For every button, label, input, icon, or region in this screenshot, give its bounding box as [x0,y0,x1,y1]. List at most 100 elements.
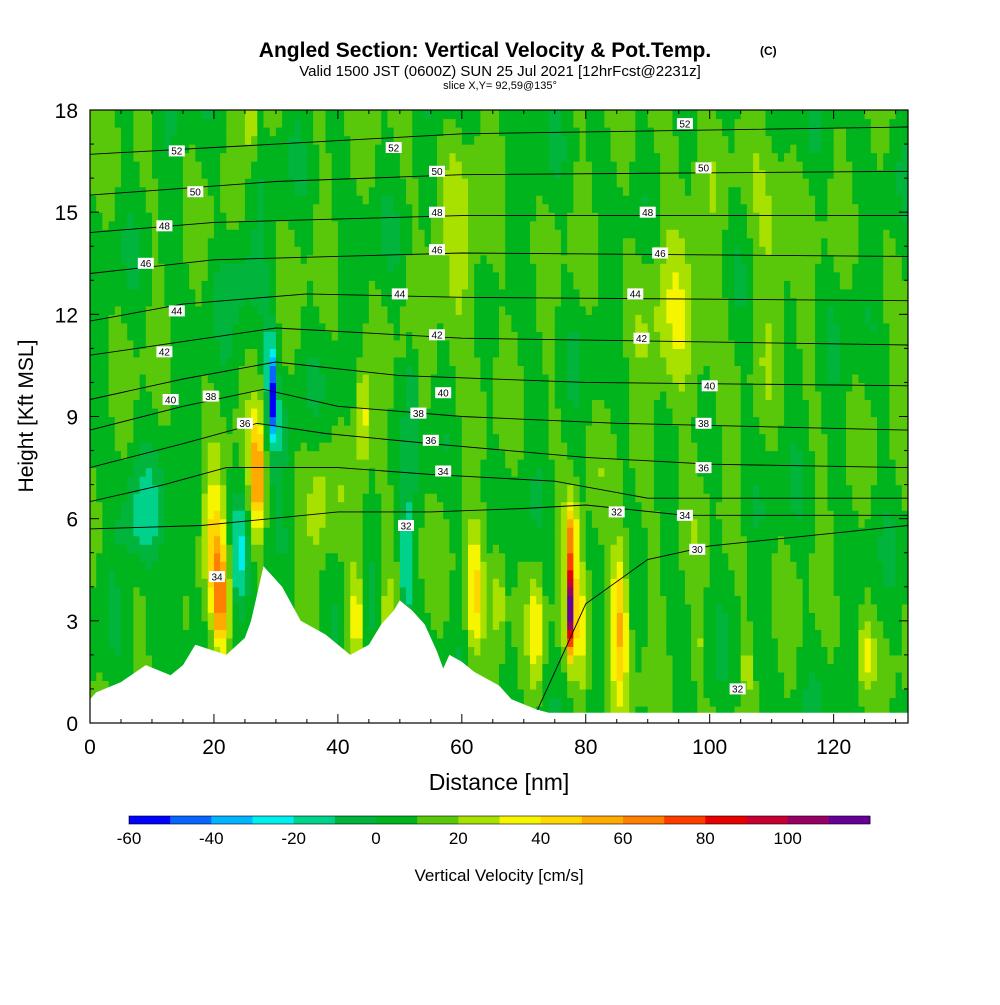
velocity-cell [629,459,655,469]
velocity-cell [282,407,289,418]
velocity-cell [393,331,401,341]
velocity-cell [120,603,134,613]
velocity-cell [238,586,246,596]
velocity-cell [319,356,358,367]
velocity-cell [362,620,370,630]
velocity-cell [158,493,165,503]
velocity-cell [313,476,327,486]
velocity-cell [703,612,717,622]
velocity-cell [269,484,277,494]
velocity-cell [567,442,587,452]
velocity-cell [313,407,320,418]
velocity-cell [201,425,227,435]
velocity-cell [846,416,878,426]
velocity-cell [418,220,432,230]
velocity-cell [542,586,556,596]
contour-label-box [429,329,445,341]
velocity-cell [610,697,618,707]
velocity-cell [542,637,550,647]
velocity-cell [368,484,376,494]
velocity-cell [523,450,550,460]
velocity-cell [746,569,773,579]
velocity-cell [585,305,593,315]
velocity-cell [796,569,810,579]
velocity-cell [529,646,543,656]
velocity-cell [604,629,612,639]
velocity-cell [616,535,624,545]
velocity-cell [226,552,234,562]
velocity-cell [127,442,141,452]
velocity-cell [207,527,221,537]
velocity-cell [381,127,395,137]
contour-label: 32 [400,521,412,532]
velocity-cell [591,654,605,664]
velocity-cell [399,161,413,171]
velocity-cell [560,518,568,528]
velocity-cell [164,280,190,290]
velocity-cell [746,544,779,554]
velocity-cell [542,620,550,630]
velocity-cell [635,467,655,477]
velocity-cell [678,484,705,494]
velocity-cell [784,671,798,682]
velocity-cell [145,373,172,384]
velocity-cell [815,356,829,367]
velocity-cell [622,271,661,281]
velocity-cell [356,407,364,418]
velocity-cell [573,586,581,596]
velocity-cell [406,382,420,392]
velocity-cell [790,493,804,503]
velocity-cell [213,535,221,545]
velocity-cell [660,339,674,349]
velocity-cell [691,288,723,298]
velocity-cell [288,169,308,179]
velocity-cell [616,697,624,707]
velocity-cell [839,365,891,375]
velocity-cell [226,586,234,596]
velocity-cell [251,407,258,418]
velocity-cell [877,322,891,332]
velocity-cell [468,263,475,273]
velocity-cell [300,442,308,452]
velocity-cell [406,288,451,298]
velocity-cell [573,552,581,562]
velocity-cell [604,561,612,571]
velocity-cell [449,535,463,545]
velocity-cell [889,229,908,239]
velocity-cell [622,510,643,520]
velocity-cell [244,178,258,188]
velocity-cell [771,390,785,401]
velocity-cell [715,501,742,511]
velocity-cell [282,339,302,349]
velocity-cell [610,620,618,630]
velocity-cell [808,416,822,426]
velocity-cell [387,433,401,443]
velocity-cell [90,416,116,426]
velocity-cell [275,331,283,341]
velocity-cell [889,399,908,409]
velocity-cell [244,493,252,503]
velocity-cell [213,322,234,332]
velocity-cell [622,263,661,273]
velocity-cell [288,152,308,162]
velocity-cell [226,561,234,571]
velocity-cell [746,263,754,273]
velocity-cell [802,578,810,588]
velocity-cell [232,450,240,460]
velocity-cell [604,612,612,622]
velocity-cell [337,603,345,613]
velocity-cell [375,178,407,188]
velocity-cell [573,527,581,537]
velocity-cell [145,305,172,315]
velocity-cell [901,203,908,213]
velocity-cell [468,527,482,537]
velocity-cell [585,535,599,545]
velocity-cell [610,637,618,647]
velocity-cell [548,620,556,630]
velocity-cell [461,527,469,537]
velocity-cell [517,356,543,367]
velocity-cell [393,544,401,554]
velocity-cell [201,586,209,596]
velocity-cell [455,390,488,401]
velocity-cell [226,578,234,588]
